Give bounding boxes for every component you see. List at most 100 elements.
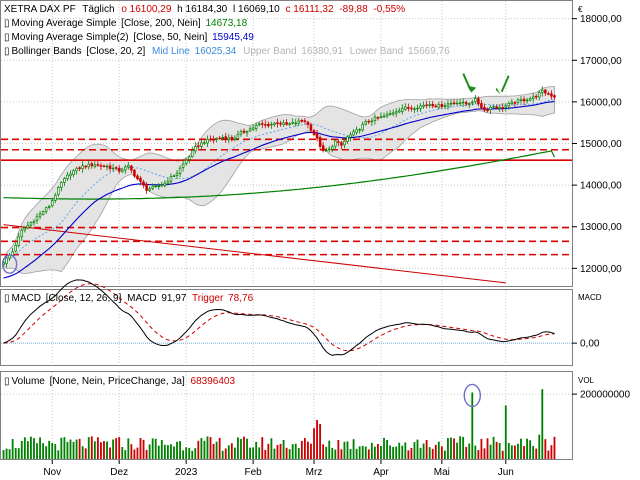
candle-body-131 (401, 108, 404, 112)
candle-body-139 (425, 104, 428, 106)
volume-bar-74 (227, 445, 230, 459)
macd-tick-label-0: 0,00 (580, 339, 600, 350)
candle-body-127 (388, 113, 392, 115)
price-tick-label-6: 12000,00 (580, 264, 622, 275)
candle-body-26 (81, 165, 84, 169)
volume-bar-15 (48, 440, 51, 459)
candle-body-125 (382, 115, 386, 118)
volume-bar-137 (419, 447, 422, 459)
volume-bar-14 (45, 446, 48, 459)
volume-bar-117 (358, 446, 361, 459)
volume-bar-58 (179, 441, 181, 459)
candle-body-40 (124, 166, 127, 171)
volume-bar-111 (340, 449, 343, 459)
candle-body-86 (264, 124, 267, 126)
volume-bar-92 (282, 439, 285, 459)
x-tick-label-6: Mai (434, 467, 450, 478)
candle-body-29 (90, 163, 94, 167)
candle-body-62 (190, 150, 194, 157)
volume-bar-67 (206, 436, 209, 459)
volume-bar-96 (294, 443, 297, 459)
candle-body-103 (315, 133, 319, 139)
volume-bar-116 (355, 448, 358, 459)
volume-bar-64 (197, 440, 200, 459)
candle-body-150 (458, 102, 462, 105)
candle-body-39 (120, 169, 124, 172)
volume-bar-146 (447, 438, 449, 459)
volume-bar-161 (492, 436, 495, 459)
volume-bar-79 (243, 436, 245, 459)
volume-bar-10 (33, 438, 35, 459)
volume-bar-75 (230, 443, 233, 459)
volume-bar-151 (462, 436, 465, 459)
candle-body-147 (449, 102, 453, 105)
volume-bar-145 (443, 450, 446, 459)
candle-body-75 (230, 136, 234, 141)
volume-bar-17 (54, 444, 57, 459)
volume-bar-88 (270, 438, 273, 459)
candle-body-112 (343, 140, 346, 146)
candle-body-153 (467, 103, 471, 105)
candle-body-17 (54, 194, 57, 201)
volume-bar-131 (401, 445, 404, 459)
volume-bar-50 (154, 438, 157, 459)
volume-bar-2 (8, 449, 11, 459)
volume-bar-19 (60, 437, 63, 459)
volume-bar-168 (513, 445, 516, 459)
candle-body-64 (197, 145, 200, 147)
candle-body-69 (212, 139, 215, 141)
candle-body-178 (544, 89, 547, 94)
candle-body-173 (528, 98, 532, 101)
candle-body-89 (273, 122, 276, 125)
volume-bar-123 (377, 443, 379, 459)
bollinger-mid-line (3, 99, 555, 264)
candle-body-156 (477, 98, 480, 105)
candle-body-99 (303, 120, 307, 122)
candle-body-95 (291, 122, 294, 124)
volume-bar-55 (170, 444, 172, 459)
candle-body-85 (260, 123, 264, 125)
price-layer (1, 1, 572, 286)
candle-body-15 (47, 206, 51, 208)
volume-bar-1 (5, 448, 8, 459)
volume-bar-181 (553, 436, 556, 459)
volume-bar-30 (93, 441, 96, 459)
volume-bar-84 (258, 447, 261, 459)
candle-body-107 (327, 148, 331, 151)
candle-body-30 (93, 164, 97, 167)
candle-body-165 (504, 105, 508, 108)
volume-bar-82 (252, 447, 255, 459)
volume-bar-42 (130, 444, 133, 459)
candle-body-51 (157, 185, 161, 188)
volume-bar-155 (474, 445, 477, 459)
candle-body-19 (60, 182, 63, 188)
candle-body-77 (236, 133, 240, 139)
candle-body-37 (114, 167, 118, 169)
candle-body-171 (522, 98, 526, 102)
candle-body-126 (385, 113, 389, 117)
volume-bar-167 (510, 445, 513, 459)
candle-body-132 (404, 106, 407, 110)
volume-bar-8 (26, 441, 29, 459)
volume-bar-169 (517, 443, 519, 459)
volume-bar-51 (157, 445, 160, 459)
volume-bar-5 (17, 448, 20, 459)
volume-bar-27 (84, 448, 87, 459)
candle-body-172 (525, 99, 529, 102)
volume-bar-98 (300, 440, 303, 459)
volume-layer (1, 372, 572, 459)
candle-body-11 (35, 216, 39, 221)
candle-body-56 (172, 175, 176, 177)
volume-bar-46 (142, 439, 145, 459)
candle-body-149 (455, 102, 459, 105)
volume-bar-149 (456, 442, 458, 459)
volume-bar-70 (215, 441, 218, 459)
volume-bar-152 (465, 446, 468, 459)
volume-bar-113 (346, 441, 349, 459)
candle-body-170 (519, 99, 523, 101)
candle-body-157 (480, 103, 483, 108)
candle-body-48 (148, 188, 151, 191)
volume-bar-39 (121, 447, 124, 459)
candle-body-105 (321, 145, 325, 151)
